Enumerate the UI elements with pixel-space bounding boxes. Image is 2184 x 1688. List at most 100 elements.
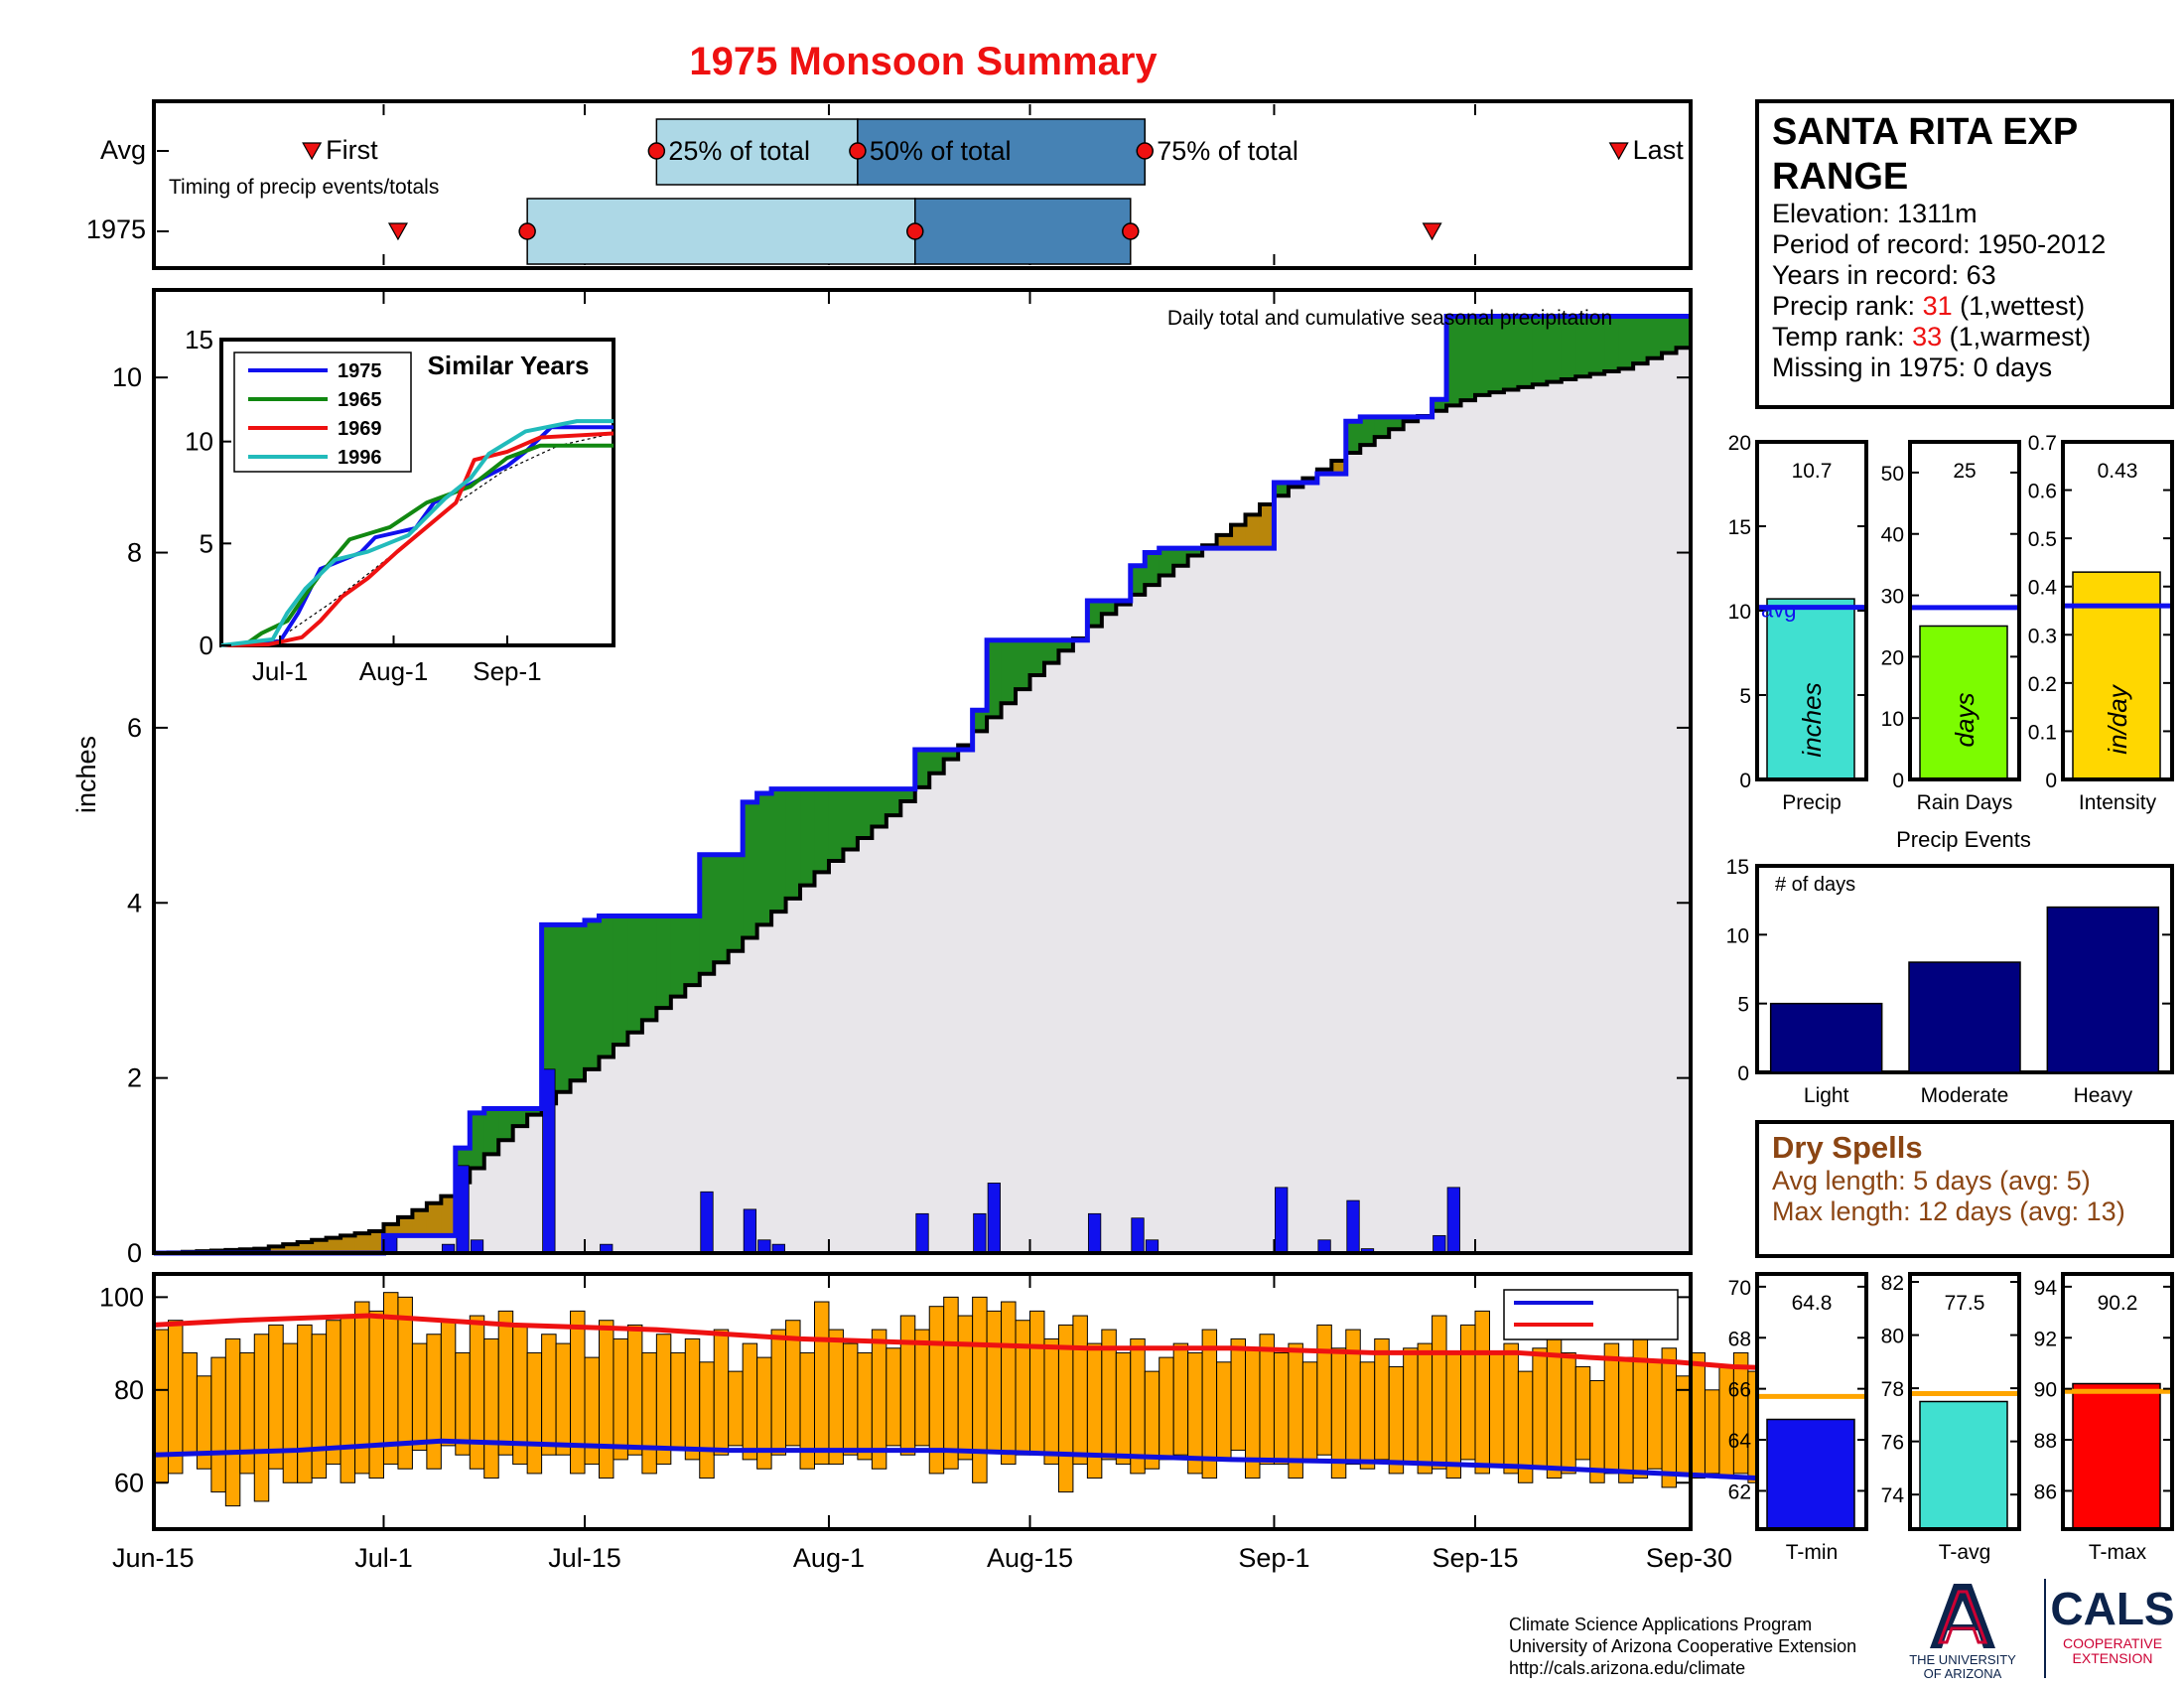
daily-temp-bar	[1704, 1389, 1720, 1475]
daily-temp-bar	[1330, 1347, 1347, 1479]
intensity-ytick-label: 0	[2045, 770, 2057, 792]
above-average-fill	[1016, 639, 1031, 690]
raindays-ytick-label: 20	[1881, 646, 1904, 669]
above-average-fill	[699, 854, 715, 974]
precip-ytick-label: 5	[1739, 685, 1751, 708]
date-axis-label: Jul-15	[548, 1543, 621, 1573]
above-average-fill	[1503, 316, 1519, 390]
daily-temp-bar	[368, 1310, 384, 1479]
daily-temp-bar	[1172, 1342, 1189, 1456]
precip-ytick-label: 10	[1728, 601, 1751, 624]
main-ytick-label: 2	[127, 1063, 142, 1093]
daily-temp-bar	[268, 1324, 284, 1470]
timing-caption: Timing of precip events/totals	[169, 176, 439, 199]
precip-ytick-label: 0	[1739, 770, 1751, 792]
events-xtick-label: Moderate	[1921, 1084, 2009, 1107]
date-axis-label: Sep-30	[1646, 1543, 1732, 1573]
timing-p50-marker	[849, 142, 867, 160]
daily-temp-bar	[914, 1329, 930, 1447]
inset-series-1965	[220, 443, 614, 647]
daily-temp-bar	[899, 1315, 916, 1456]
above-average-fill	[470, 1112, 485, 1169]
daily-temp-bar	[1359, 1361, 1376, 1470]
events-xtick-label: Light	[1804, 1084, 1849, 1107]
events-ytick-label: 0	[1737, 1062, 1749, 1085]
inset-axes: 0 5 10 15 Jul-1 Aug-1 Sep-1	[185, 325, 542, 686]
first-label: First	[326, 135, 378, 165]
daily-temp-bar	[1690, 1351, 1706, 1479]
above-average-fill	[1676, 316, 1692, 349]
above-average-fill	[1159, 548, 1174, 576]
daily-temp-bar	[210, 1356, 226, 1493]
events-bar-light	[1769, 1002, 1883, 1073]
timing-p50-marker	[906, 222, 924, 240]
below-average-fill	[312, 1239, 328, 1253]
above-average-fill	[1058, 639, 1074, 651]
daily-temp-bar	[1647, 1361, 1663, 1470]
daily-precip-bar	[1087, 1212, 1102, 1254]
raindays-ytick-label: 40	[1881, 524, 1904, 547]
precip-xlabel: Precip	[1782, 791, 1842, 814]
daily-temp-bar	[626, 1324, 643, 1456]
above-average-fill	[1589, 316, 1605, 374]
above-average-fill	[972, 710, 988, 732]
timing-row-year: 1975	[86, 214, 146, 244]
above-average-fill	[1374, 416, 1390, 438]
above-average-fill	[1618, 316, 1634, 369]
above-average-fill	[627, 915, 643, 1033]
daily-temp-bar	[1661, 1347, 1678, 1488]
daily-temp-bar	[1144, 1370, 1160, 1470]
tavg-ytick-label: 74	[1881, 1484, 1905, 1507]
daily-temp-bar	[297, 1324, 313, 1483]
raindays-bar-label: days	[1950, 693, 1979, 748]
daily-temp-bar	[555, 1342, 572, 1456]
above-average-fill	[498, 1108, 514, 1141]
daily-temp-bar	[1374, 1337, 1390, 1461]
above-average-fill	[1446, 316, 1462, 406]
daily-temp-bar	[1618, 1356, 1634, 1483]
daily-temp-bar	[1603, 1342, 1620, 1475]
daily-temp-bar	[1388, 1365, 1405, 1475]
above-average-fill	[872, 788, 887, 827]
cals-line1: COOPERATIVE	[2063, 1635, 2162, 1651]
daily-temp-bar	[813, 1301, 830, 1466]
year-cumulative-line	[154, 313, 1691, 1256]
main-ytick-label: 6	[127, 713, 142, 743]
below-average-fill	[412, 1209, 428, 1236]
above-average-fill	[1518, 316, 1534, 387]
above-average-fill	[800, 788, 816, 886]
daily-precip-bar	[987, 1183, 1001, 1254]
precip-events-chart: Precip Events # of days Light Moderate Hea…	[1726, 827, 2174, 1107]
tmaxbar-ytick-label: 92	[2034, 1328, 2057, 1350]
daily-temp-bar	[1130, 1337, 1146, 1475]
main-ylabel: inches	[71, 736, 101, 813]
daily-temp-bar	[326, 1320, 341, 1466]
tmaxbar-bar	[2072, 1382, 2161, 1530]
above-average-fill	[1633, 316, 1649, 364]
inset-legend-label-1996: 1996	[338, 447, 382, 469]
date-axis-label: Jul-1	[354, 1543, 413, 1573]
tavg-ytick-label: 82	[1881, 1272, 1904, 1295]
above-average-fill	[1173, 548, 1189, 566]
page-title: 1975 Monsoon Summary	[689, 40, 1158, 83]
daily-temp-bar	[1732, 1351, 1749, 1475]
above-average-fill	[1130, 565, 1146, 595]
above-average-fill	[599, 915, 614, 1057]
daily-temp-bar	[972, 1296, 988, 1483]
tmin-ytick-label: 64	[1728, 1430, 1752, 1453]
cals-line2: EXTENSION	[2073, 1650, 2153, 1666]
daily-temp-bar	[943, 1296, 959, 1470]
temp-ytick-label: 100	[99, 1282, 144, 1312]
daily-temp-bar	[411, 1342, 428, 1452]
daily-temp-bar	[1532, 1347, 1548, 1470]
above-average-fill	[1029, 639, 1045, 675]
raindays-ytick-label: 30	[1881, 586, 1904, 609]
date-axis-label: Aug-1	[793, 1543, 865, 1573]
above-average-fill	[1043, 639, 1060, 663]
daily-temp-bar	[770, 1329, 787, 1456]
tmaxbar-xlabel: T-max	[2089, 1541, 2147, 1564]
daily-temp-bar	[1417, 1342, 1433, 1475]
daily-temp-bar	[1589, 1379, 1605, 1483]
daily-temp-bar	[684, 1337, 701, 1461]
